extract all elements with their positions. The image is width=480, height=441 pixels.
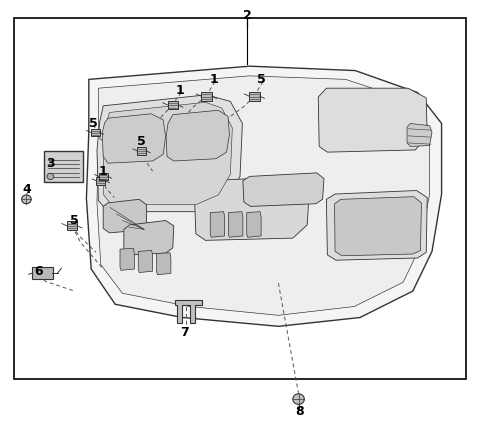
Circle shape: [47, 173, 54, 179]
Polygon shape: [97, 95, 242, 212]
Bar: [14, 18, 466, 379]
Text: 6: 6: [34, 265, 43, 278]
Text: 5: 5: [137, 135, 146, 148]
Polygon shape: [210, 212, 225, 237]
Bar: [96, 177, 105, 184]
Polygon shape: [247, 212, 261, 237]
Text: 2: 2: [243, 9, 252, 22]
Text: 3: 3: [46, 157, 55, 170]
Bar: [99, 172, 108, 180]
Bar: [91, 129, 99, 136]
Polygon shape: [97, 76, 430, 315]
Polygon shape: [326, 191, 427, 260]
Bar: [168, 101, 178, 109]
Polygon shape: [124, 220, 174, 255]
Text: 5: 5: [89, 117, 98, 130]
Text: 4: 4: [22, 183, 31, 196]
Text: 1: 1: [209, 73, 218, 86]
Polygon shape: [228, 212, 243, 237]
Polygon shape: [194, 176, 310, 240]
Polygon shape: [407, 123, 432, 146]
Circle shape: [293, 394, 304, 404]
Circle shape: [22, 195, 31, 204]
Polygon shape: [166, 110, 229, 161]
Polygon shape: [243, 173, 324, 206]
Text: 5: 5: [257, 73, 266, 86]
FancyBboxPatch shape: [44, 151, 83, 182]
Bar: [137, 147, 146, 154]
Bar: [201, 92, 212, 101]
Polygon shape: [120, 248, 134, 270]
Polygon shape: [138, 250, 153, 273]
Text: 1: 1: [176, 84, 184, 97]
Bar: [249, 92, 260, 101]
Polygon shape: [86, 66, 442, 326]
FancyBboxPatch shape: [32, 267, 53, 279]
Text: 7: 7: [180, 326, 189, 340]
Text: 1: 1: [99, 165, 108, 179]
Polygon shape: [156, 253, 171, 275]
Bar: [67, 221, 77, 230]
Polygon shape: [103, 199, 146, 233]
Polygon shape: [102, 114, 166, 163]
Polygon shape: [103, 102, 232, 205]
Polygon shape: [318, 88, 427, 152]
Text: 8: 8: [296, 404, 304, 418]
Text: 5: 5: [70, 214, 79, 227]
Polygon shape: [175, 300, 202, 323]
Polygon shape: [335, 197, 421, 256]
